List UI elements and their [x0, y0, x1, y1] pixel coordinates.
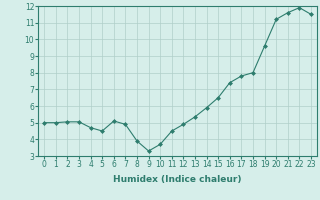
- X-axis label: Humidex (Indice chaleur): Humidex (Indice chaleur): [113, 175, 242, 184]
